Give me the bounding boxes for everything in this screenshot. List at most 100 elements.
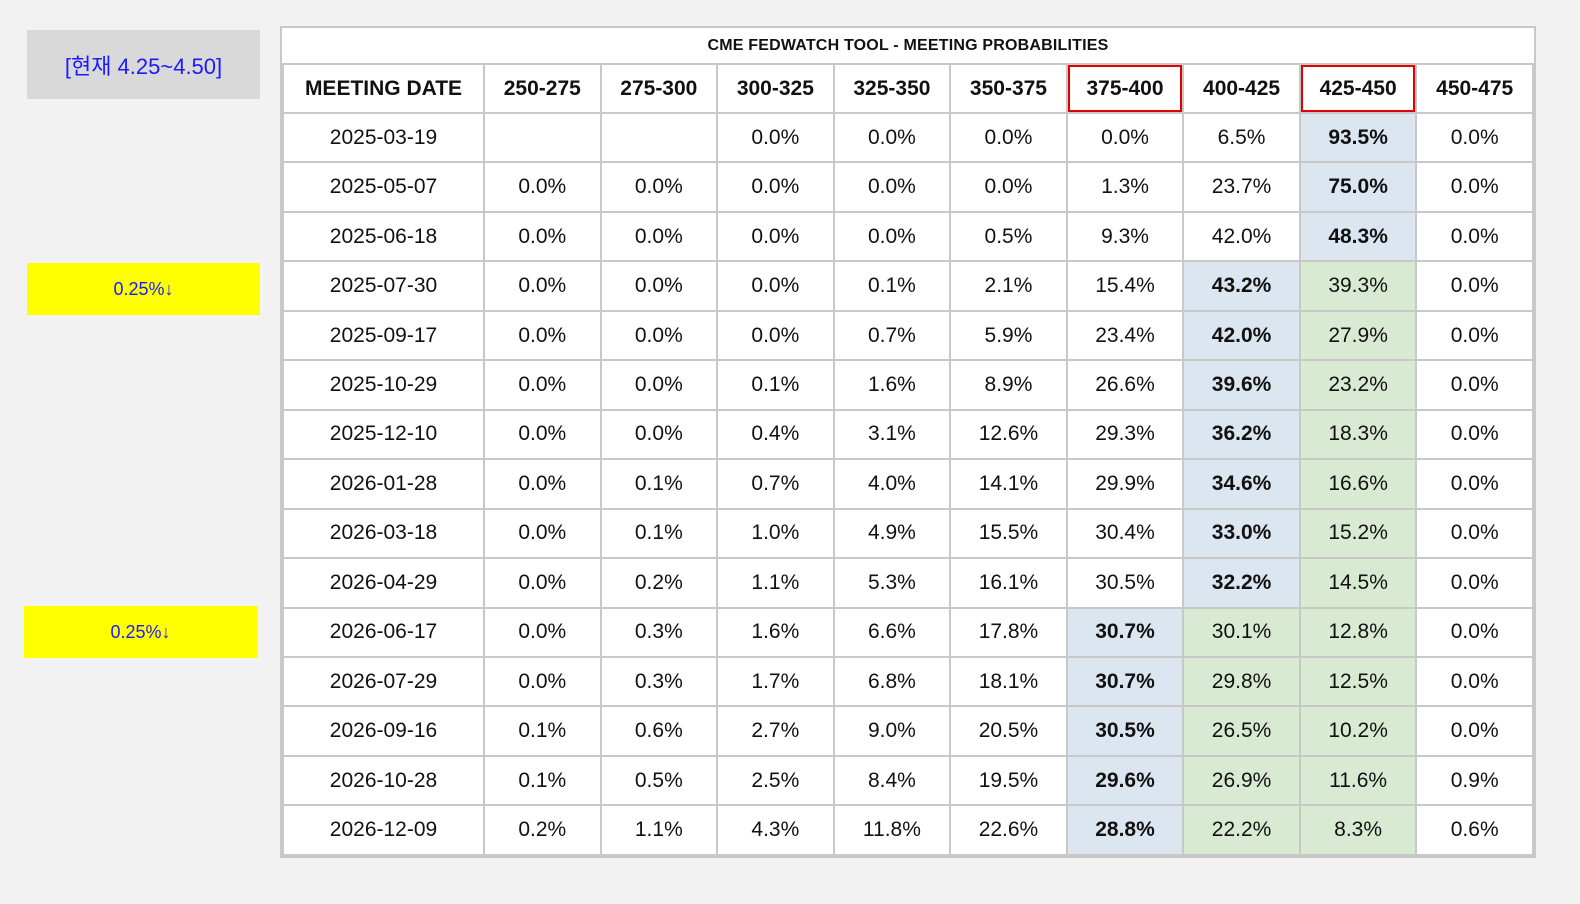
table-row: 2026-03-18 0.0% 0.1% 1.0% 4.9% 15.5% 30.4% 33.0… [282,507,1534,560]
table-row: 2026-04-29 0.0% 0.2% 1.1% 5.3% 16.1% 30.5% 32.2… [282,557,1534,609]
meeting-date-cell: 2026-12-09 [282,804,485,856]
probability-cell: 0.0% [1415,260,1534,312]
probability-cell: 0.0% [599,210,719,263]
probability-cell: 14.5% [1298,557,1418,609]
probability-cell: 4.0% [832,458,952,510]
probability-cell: 26.6% [1065,359,1185,411]
meeting-date-cell: 2025-05-07 [282,161,485,213]
probability-cell: 23.4% [1065,309,1185,362]
column-header-rate-range: 400-425 [1182,63,1301,114]
probability-cell: 30.7% [1065,655,1185,708]
table-row: 2026-07-29 0.0% 0.3% 1.7% 6.8% 18.1% 30.7% 29.8… [282,655,1534,708]
table-row: 2026-06-17 0.0% 0.3% 1.6% 6.6% 17.8% 30.7% 30.1… [282,606,1534,658]
probability-cell: 0.0% [1415,557,1534,609]
probability-cell: 0.0% [483,458,602,510]
probability-cell: 29.9% [1065,458,1185,510]
rate-cut-note: 0.25%↓ [27,263,260,315]
probability-cell: 33.0% [1182,507,1301,560]
probability-cell: 0.0% [832,210,952,263]
probability-cell: 30.4% [1065,507,1185,560]
meeting-date-cell: 2025-10-29 [282,359,485,411]
probability-cell: 42.0% [1182,309,1301,362]
probability-cell: 0.0% [1415,705,1534,757]
rate-cut-note-text: 0.25%↓ [113,278,174,299]
column-header-meeting-date: MEETING DATE [282,63,485,114]
probability-cell: 28.8% [1065,804,1185,856]
probability-cell: 0.2% [483,804,602,856]
rate-cut-note: 0.25%↓ [24,606,257,658]
probability-cell: 0.0% [1415,161,1534,213]
probability-cell: 93.5% [1298,111,1418,164]
probability-cell: 0.6% [1415,804,1534,856]
probability-cell [483,111,602,164]
probability-cell: 15.2% [1298,507,1418,560]
probability-cell: 30.5% [1065,705,1185,757]
probability-cell: 0.0% [483,161,602,213]
probability-cell: 15.4% [1065,260,1185,312]
probability-cell: 43.2% [1182,260,1301,312]
probability-cell: 16.1% [949,557,1068,609]
probability-cell: 14.1% [949,458,1068,510]
probability-cell: 1.7% [716,655,835,708]
probability-cell: 22.6% [949,804,1068,856]
probability-cell: 0.1% [599,507,719,560]
probability-cell: 11.8% [832,804,952,856]
probability-cell: 0.9% [1415,754,1534,807]
table-row: 2025-05-07 0.0% 0.0% 0.0% 0.0% 0.0% 1.3% 23.7% 7… [282,161,1534,213]
probability-cell: 26.5% [1182,705,1301,757]
table-title: CME FEDWATCH TOOL - MEETING PROBABILITIE… [283,28,1533,65]
probability-cell: 16.6% [1298,458,1418,510]
probability-cell: 20.5% [949,705,1068,757]
probability-cell: 0.0% [1415,309,1534,362]
probability-cell: 0.0% [949,111,1068,164]
meeting-probabilities-table: CME FEDWATCH TOOL - MEETING PROBABILITIE… [282,28,1534,856]
table-row: 2025-12-10 0.0% 0.0% 0.4% 3.1% 12.6% 29.3% 36.2… [282,408,1534,461]
probability-cell: 8.3% [1298,804,1418,856]
probability-cell: 0.3% [599,655,719,708]
probability-cell: 30.7% [1065,606,1185,658]
probability-cell: 0.0% [832,111,952,164]
column-header-rate-range: 300-325 [716,63,835,114]
probability-cell: 0.0% [599,408,719,461]
probability-cell: 2.5% [716,754,835,807]
probability-cell: 0.0% [1415,507,1534,560]
probability-cell: 0.0% [949,161,1068,213]
probability-cell: 34.6% [1182,458,1301,510]
probability-cell: 0.0% [1415,210,1534,263]
probability-cell: 23.7% [1182,161,1301,213]
probability-cell: 1.1% [599,804,719,856]
probability-cell: 42.0% [1182,210,1301,263]
probability-cell: 8.4% [832,754,952,807]
probability-cell: 0.1% [832,260,952,312]
probability-cell: 0.0% [599,359,719,411]
probability-table-container: CME FEDWATCH TOOL - MEETING PROBABILITIE… [280,26,1536,858]
probability-cell: 15.5% [949,507,1068,560]
probability-cell: 9.0% [832,705,952,757]
probability-cell: 22.2% [1182,804,1301,856]
meeting-date-cell: 2026-09-16 [282,705,485,757]
table-body: 2025-03-19 0.0% 0.0% 0.0% 0.0% 6.5% 93.5% 0.0% 2… [282,111,1534,856]
probability-cell: 75.0% [1298,161,1418,213]
probability-cell: 6.5% [1182,111,1301,164]
probability-cell: 0.4% [716,408,835,461]
meeting-date-cell: 2026-04-29 [282,557,485,609]
column-header-rate-range: 325-350 [832,63,952,114]
probability-cell: 0.7% [832,309,952,362]
column-header-rate-range: 275-300 [599,63,719,114]
probability-cell: 0.2% [599,557,719,609]
probability-cell: 29.6% [1065,754,1185,807]
probability-cell: 12.8% [1298,606,1418,658]
probability-cell: 0.0% [1415,606,1534,658]
probability-cell: 0.0% [483,606,602,658]
meeting-date-cell: 2026-03-18 [282,507,485,560]
probability-cell: 9.3% [1065,210,1185,263]
probability-cell: 2.7% [716,705,835,757]
probability-cell: 1.6% [832,359,952,411]
probability-cell: 0.1% [483,754,602,807]
probability-cell: 12.5% [1298,655,1418,708]
probability-cell: 0.0% [716,309,835,362]
probability-cell: 0.5% [599,754,719,807]
probability-cell: 0.1% [716,359,835,411]
probability-cell: 0.0% [483,309,602,362]
table-row: 2025-07-30 0.0% 0.0% 0.0% 0.1% 2.1% 15.4% 43.2%… [282,260,1534,312]
